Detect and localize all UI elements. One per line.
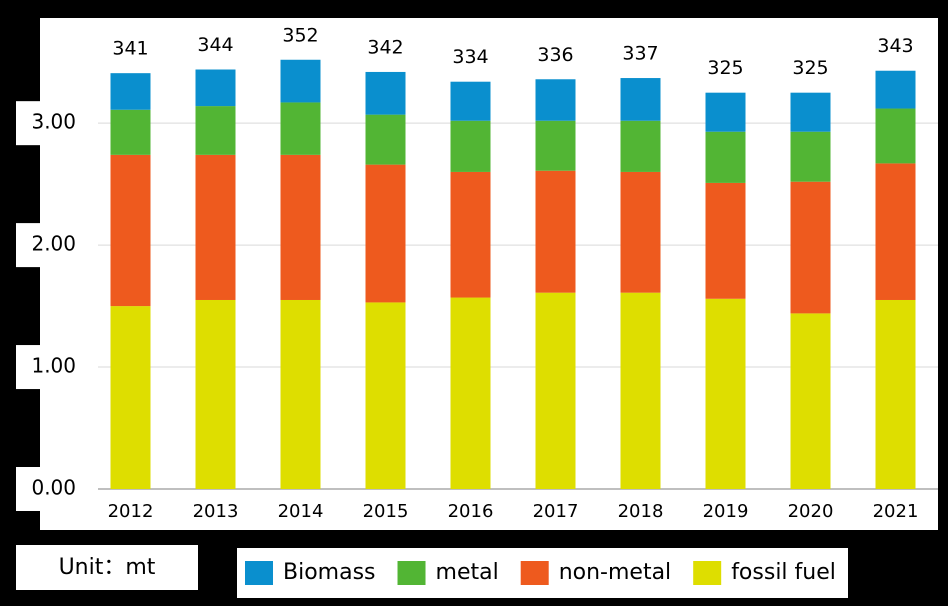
bar-segment <box>365 164 406 303</box>
y-tick-label: 2.00 <box>31 232 76 256</box>
bar-segment <box>450 81 491 121</box>
y-tick-label: 3.00 <box>31 110 76 134</box>
total-label: 344 <box>197 34 233 56</box>
y-tick-label: 1.00 <box>31 354 76 378</box>
y-label-box <box>16 223 86 268</box>
total-label: 334 <box>452 46 488 68</box>
bar-segment <box>280 154 321 300</box>
total-label: 325 <box>707 57 743 79</box>
bar-segment <box>280 299 321 489</box>
legend-swatch <box>245 561 273 585</box>
bar-segment <box>705 131 746 183</box>
x-tick-label: 2014 <box>278 501 324 522</box>
bar-segment <box>875 299 916 489</box>
bar-segment <box>535 120 576 171</box>
bar-segment <box>195 69 236 107</box>
bar-segment <box>535 170 576 293</box>
bar-segment <box>450 171 491 298</box>
total-label: 343 <box>877 35 913 57</box>
legend-swatch <box>397 561 426 585</box>
x-tick-label: 2013 <box>193 501 239 522</box>
bar-segment <box>450 120 491 172</box>
total-label: 337 <box>622 43 658 65</box>
y-tick-label: 0.00 <box>31 476 76 500</box>
bar-segment <box>195 299 236 489</box>
y-label-box <box>16 101 86 146</box>
x-tick-label: 2016 <box>448 501 494 522</box>
bar-segment <box>365 71 406 115</box>
bar-segment <box>280 59 321 103</box>
bar-segment <box>110 109 151 155</box>
bar-segment <box>790 92 831 132</box>
bar-segment <box>705 182 746 299</box>
bar-segment <box>280 102 321 155</box>
bar-segment <box>875 108 916 164</box>
legend-label: fossil fuel <box>731 560 836 585</box>
bar-segment <box>195 106 236 155</box>
bar-segment <box>110 73 151 110</box>
x-tick-label: 2019 <box>703 501 749 522</box>
total-label: 341 <box>112 38 148 60</box>
legend-label: non-metal <box>559 560 671 585</box>
bar-segment <box>620 78 661 121</box>
x-tick-label: 2015 <box>363 501 409 522</box>
bar-segment <box>620 292 661 489</box>
x-tick-label: 2021 <box>873 501 919 522</box>
bar-segment <box>620 120 661 172</box>
bar-segment <box>110 154 151 307</box>
x-tick-label: 2017 <box>533 501 579 522</box>
total-label: 336 <box>537 44 573 66</box>
x-tick-label: 2012 <box>108 501 154 522</box>
unit-box <box>16 545 198 590</box>
bar-segment <box>705 92 746 132</box>
y-label-box <box>16 467 86 511</box>
bar-segment <box>620 171 661 293</box>
bar-segment <box>790 313 831 489</box>
bar-segment <box>195 154 236 300</box>
bar-segment <box>365 114 406 165</box>
bar-segment <box>705 298 746 489</box>
total-label: 342 <box>367 36 403 58</box>
bar-segment <box>365 302 406 489</box>
total-label: 325 <box>792 57 828 79</box>
legend-swatch <box>693 561 722 585</box>
y-label-box <box>16 345 86 390</box>
x-tick-label: 2018 <box>618 501 664 522</box>
bar-segment <box>535 292 576 489</box>
total-label: 352 <box>282 24 318 46</box>
legend-label: metal <box>436 560 499 585</box>
bar-segment <box>875 70 916 109</box>
bar-segment <box>875 163 916 300</box>
x-tick-label: 2020 <box>788 501 834 522</box>
bar-segment <box>790 181 831 314</box>
legend-swatch <box>520 561 549 585</box>
bar-segment <box>790 131 831 182</box>
bar-segment <box>110 306 151 489</box>
bar-segment <box>450 297 491 489</box>
legend-label: Biomass <box>283 560 376 585</box>
unit-note: Unit：mt <box>59 555 156 580</box>
bar-segment <box>535 79 576 121</box>
